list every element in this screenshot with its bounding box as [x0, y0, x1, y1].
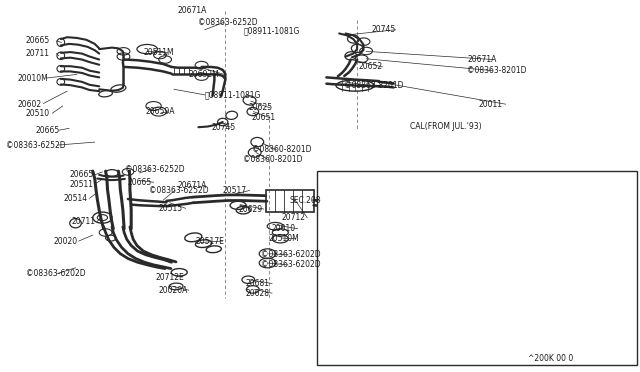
Text: ©08363-6202D: ©08363-6202D [261, 260, 321, 269]
Text: 20514: 20514 [64, 194, 88, 203]
Text: ©08360-8201D: ©08360-8201D [243, 155, 303, 164]
Text: 20745: 20745 [371, 25, 396, 34]
Text: 20659A: 20659A [146, 107, 175, 116]
Text: 20681: 20681 [245, 279, 269, 288]
Text: 20020: 20020 [53, 237, 77, 246]
Text: 20671A: 20671A [467, 55, 497, 64]
Text: ©08363-6252D: ©08363-6252D [6, 141, 66, 150]
Text: ©08363-8201D: ©08363-8201D [344, 81, 404, 90]
Text: ⓝ08911-1081G: ⓝ08911-1081G [205, 90, 261, 99]
Text: 20628: 20628 [245, 289, 269, 298]
Text: 20665: 20665 [128, 178, 152, 187]
Text: 20671A: 20671A [178, 181, 207, 190]
Text: 20625: 20625 [248, 103, 273, 112]
Text: 20510: 20510 [26, 109, 50, 118]
Text: 20671A: 20671A [178, 6, 207, 15]
Text: ©08360-8201D: ©08360-8201D [252, 145, 311, 154]
Text: 20011: 20011 [479, 100, 503, 109]
Text: 20510M: 20510M [269, 234, 300, 243]
Text: 20010M: 20010M [18, 74, 49, 83]
Text: 20652: 20652 [358, 62, 383, 71]
Text: 20665: 20665 [26, 36, 50, 45]
Text: 20711: 20711 [26, 49, 50, 58]
Text: ©08363-8201D: ©08363-8201D [467, 66, 527, 75]
Text: 20711: 20711 [72, 217, 96, 226]
Text: 20712: 20712 [282, 213, 306, 222]
Text: 20515: 20515 [159, 204, 183, 213]
Text: 20692M: 20692M [189, 70, 220, 79]
Text: 20010: 20010 [272, 224, 296, 233]
Bar [317, 171, 637, 365]
Text: ©08363-6252D: ©08363-6252D [198, 18, 258, 27]
Text: 20651: 20651 [252, 113, 276, 122]
Text: 20629: 20629 [239, 205, 263, 214]
Text: 20745: 20745 [211, 123, 236, 132]
Text: 20517: 20517 [223, 186, 247, 195]
Bar [266, 190, 314, 212]
Text: 20712E: 20712E [156, 273, 184, 282]
Text: ©08363-6252D: ©08363-6252D [125, 165, 184, 174]
Text: 20511M: 20511M [144, 48, 175, 57]
Text: 20665: 20665 [35, 126, 60, 135]
Text: ©08363-6252D: ©08363-6252D [149, 186, 209, 195]
Text: 20020A: 20020A [159, 286, 188, 295]
Text: ©08363-6202D: ©08363-6202D [261, 250, 321, 259]
Text: 20511: 20511 [69, 180, 93, 189]
Text: 20602: 20602 [18, 100, 42, 109]
Text: 20665: 20665 [69, 170, 93, 179]
Text: ^200K 00 0: ^200K 00 0 [528, 355, 573, 363]
Text: ⓝ08911-1081G: ⓝ08911-1081G [243, 26, 300, 35]
Text: ©08363-6202D: ©08363-6202D [26, 269, 85, 278]
Text: 20517E: 20517E [195, 237, 224, 246]
Text: CAL(FROM JUL.'93): CAL(FROM JUL.'93) [410, 122, 481, 131]
Text: SEC.208: SEC.208 [290, 196, 321, 205]
